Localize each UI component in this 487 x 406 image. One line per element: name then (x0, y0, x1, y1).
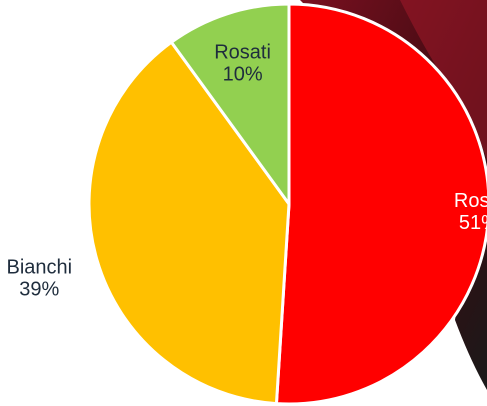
background-photo-highlight (400, 0, 487, 160)
pie-slice-rosati (169, 2, 291, 206)
pie-label-value-rosati: 10% (223, 63, 263, 85)
pie-slices (87, 2, 487, 406)
pie-label-rossi: Rossi51% (454, 190, 487, 234)
pie-slice-rossi (274, 2, 487, 406)
pie-slice-bianchi (87, 40, 291, 406)
pie-label-value-bianchi: 39% (19, 279, 59, 301)
pie-label-name-rosati: Rosati (214, 41, 271, 63)
pie-label-name-rossi: Rossi (454, 190, 487, 212)
pie-label-rosati: Rosati 10% (214, 41, 271, 85)
pie-label-value-rossi: 51% (459, 212, 487, 234)
pie-label-name-bianchi: Bianchi (6, 257, 72, 279)
pie-label-bianchi: Bianchi 39% (6, 257, 72, 301)
